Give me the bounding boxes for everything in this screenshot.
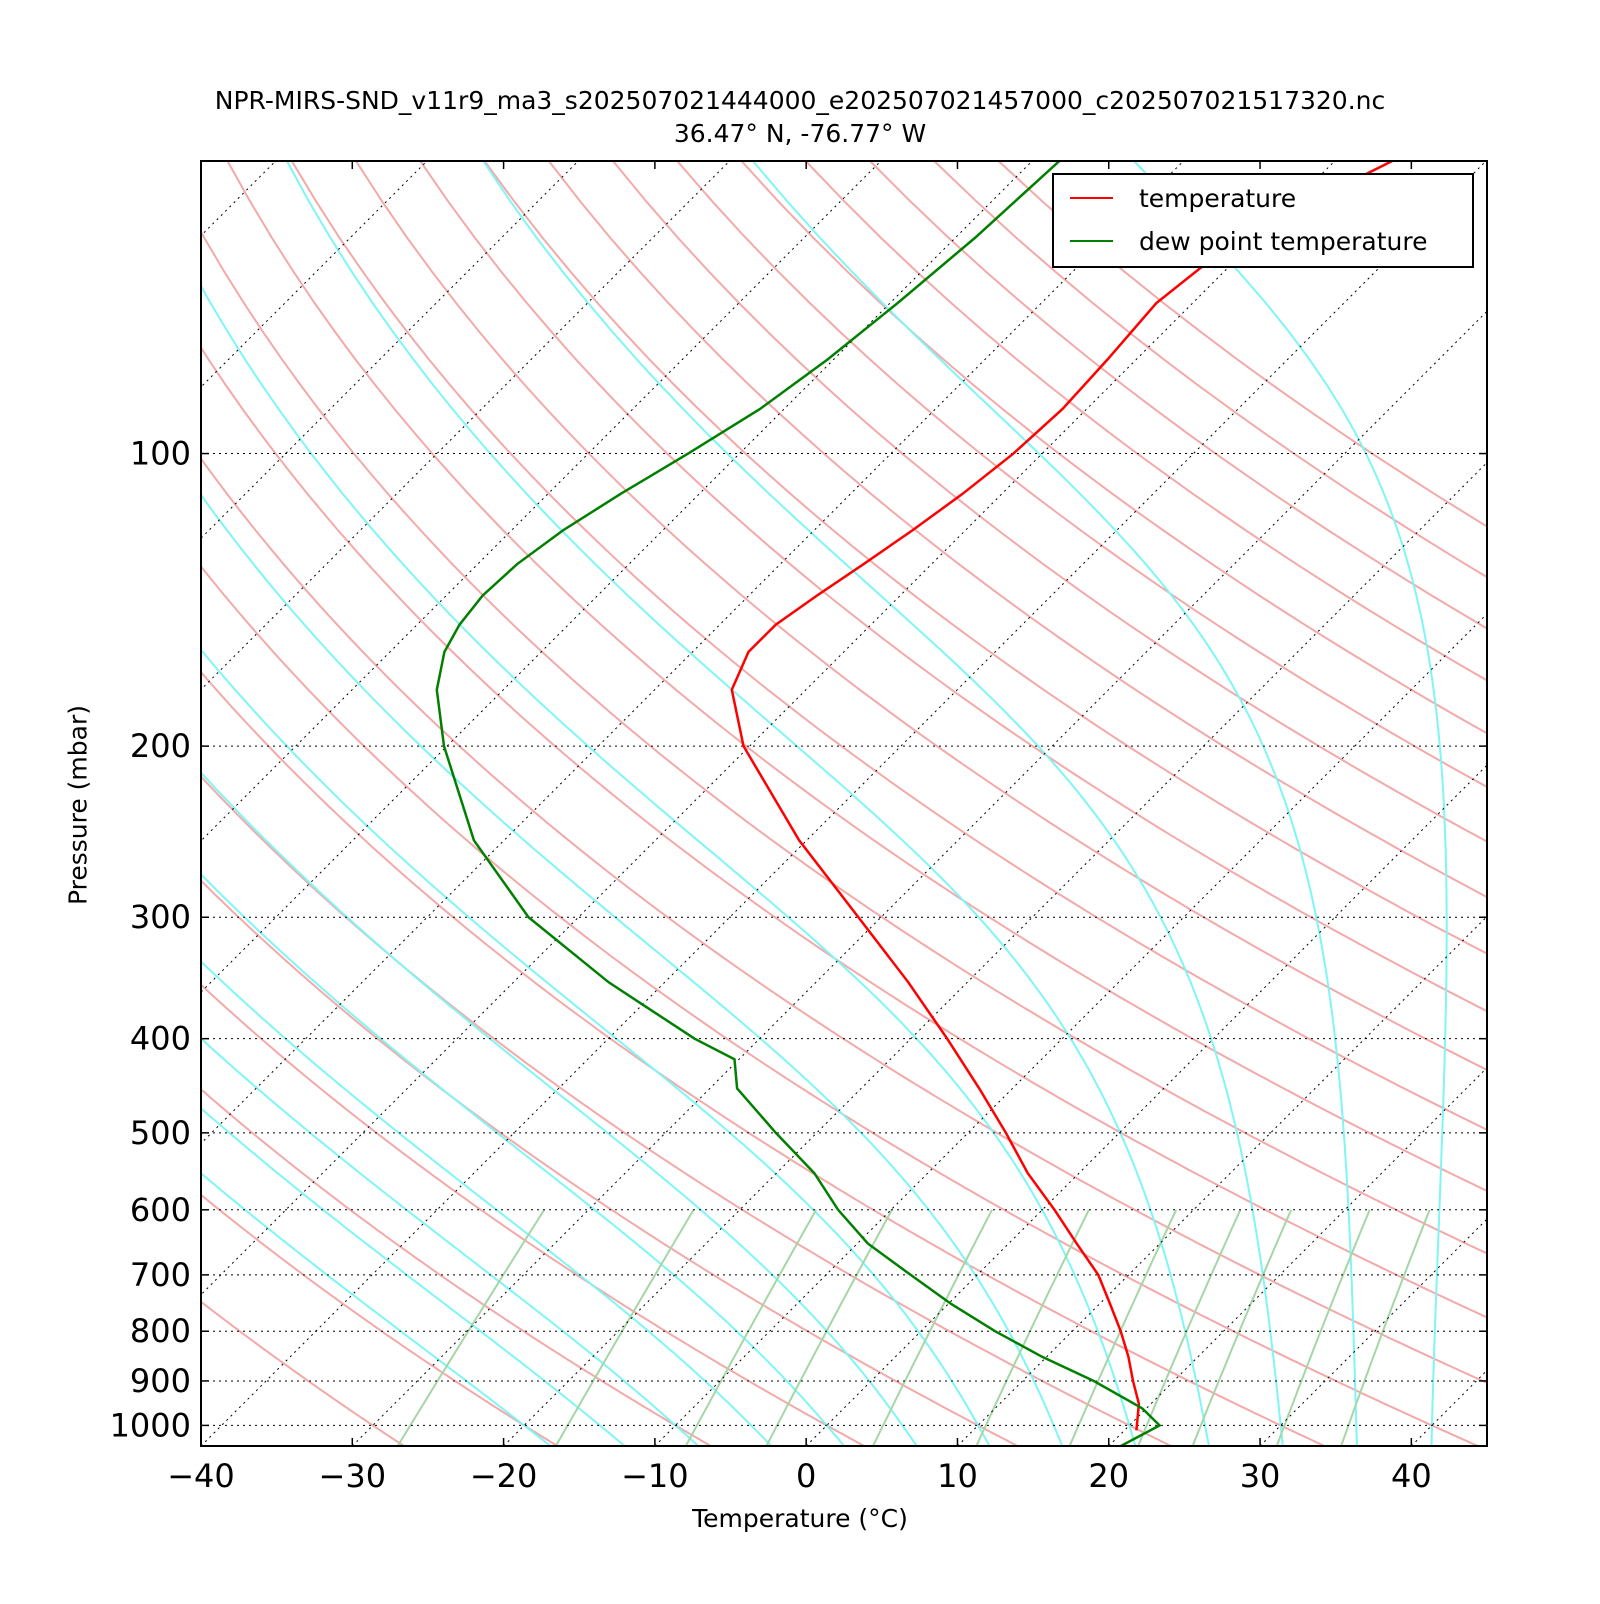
x-tick-label: −10: [621, 1457, 689, 1495]
x-tick-label: −20: [470, 1457, 538, 1495]
x-tick-label: −40: [167, 1457, 235, 1495]
y-tick-label: 800: [130, 1312, 191, 1350]
y-tick-label: 200: [130, 727, 191, 765]
y-tick-label: 500: [130, 1114, 191, 1152]
plot-area: [201, 161, 1487, 1446]
x-tick-label: −30: [319, 1457, 387, 1495]
y-tick-label: 1000: [110, 1406, 191, 1444]
x-tick-label: 20: [1088, 1457, 1129, 1495]
x-axis-label: Temperature (°C): [0, 1504, 1600, 1533]
x-tick-label: 30: [1240, 1457, 1281, 1495]
y-tick-label: 100: [130, 435, 191, 473]
chart-subtitle: 36.47° N, -76.77° W: [0, 119, 1600, 148]
y-tick-label: 900: [130, 1362, 191, 1400]
legend-dewpoint-label: dew point temperature: [1139, 227, 1428, 256]
y-tick-label: 700: [130, 1256, 191, 1294]
moist-adiabat-line: [1506, 161, 1596, 1446]
x-tick-label: 40: [1391, 1457, 1432, 1495]
y-tick-label: 300: [130, 898, 191, 936]
isotherm-gridline: [1563, 161, 1600, 1446]
legend-temperature-label: temperature: [1139, 184, 1296, 213]
y-axis-label: Pressure (mbar): [64, 705, 93, 905]
legend: temperature dew point temperature: [1053, 174, 1473, 267]
isotherm-gridline: [0, 161, 124, 1446]
x-tick-label: 0: [796, 1457, 816, 1495]
chart-title: NPR-MIRS-SND_v11r9_ma3_s202507021444000_…: [0, 86, 1600, 115]
y-tick-label: 600: [130, 1191, 191, 1229]
y-tick-label: 400: [130, 1020, 191, 1058]
x-tick-label: 10: [937, 1457, 978, 1495]
